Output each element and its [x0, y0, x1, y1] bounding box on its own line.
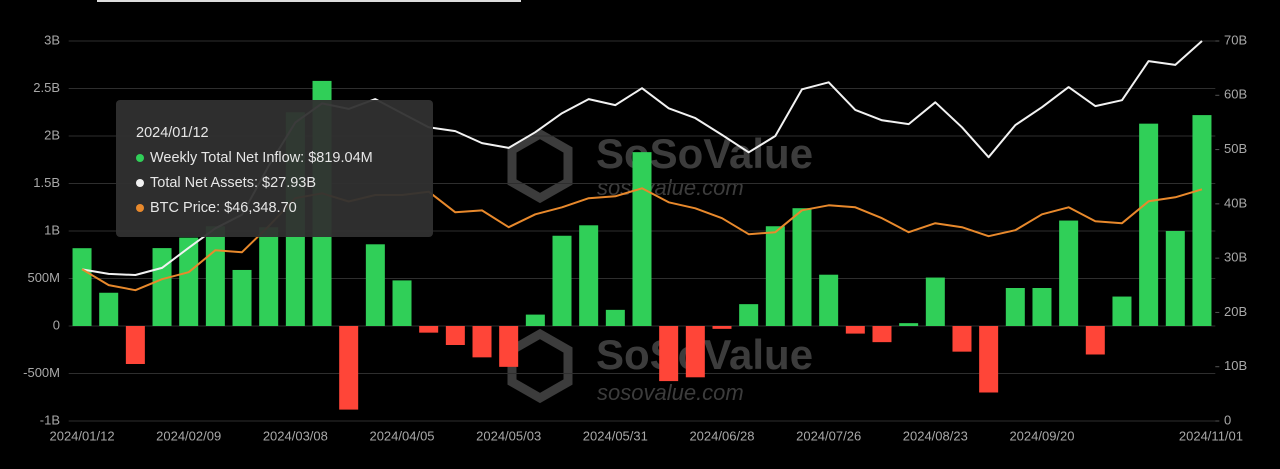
y-tick-label: 1B — [44, 222, 60, 237]
bar — [792, 208, 812, 326]
bar — [445, 326, 465, 345]
bar — [1112, 296, 1132, 326]
plot-area: -1B -500M 0 500M 1B 1.5B 2B 2.5B 3B 0 10B 20B 30B 40B… — [23, 32, 1247, 443]
y2-tick-label: 50B — [1224, 141, 1247, 156]
bar — [1005, 288, 1025, 326]
tooltip-date: 2024/01/12 — [136, 125, 209, 141]
bar — [125, 326, 145, 364]
bar — [765, 226, 785, 326]
x-tick-label: 2024/05/03 — [476, 428, 541, 443]
bar — [899, 323, 919, 326]
bar — [1139, 123, 1159, 327]
x-tick-label: 2024/09/20 — [1009, 428, 1074, 443]
y2-tick-label: 20B — [1224, 304, 1247, 319]
top-bar — [97, 0, 521, 2]
bar — [1032, 288, 1052, 326]
tooltip-box — [116, 100, 433, 237]
x-tick-label: 2024/05/31 — [583, 428, 648, 443]
bar — [632, 152, 652, 326]
watermark-site: sosovalue.com — [597, 380, 744, 405]
bar — [739, 304, 759, 326]
y-tick-label: 3B — [44, 32, 60, 47]
y2-tick-label: 60B — [1224, 87, 1247, 102]
y-tick-label: 1.5B — [33, 175, 60, 190]
y2-tick-label: 40B — [1224, 195, 1247, 210]
y2-tick-label: 30B — [1224, 250, 1247, 265]
x-tick-label: 2024/07/26 — [796, 428, 861, 443]
tooltip-dot — [136, 204, 144, 212]
y-tick-label: 2.5B — [33, 80, 60, 95]
tooltip-line: Total Net Assets: $27.93B — [150, 175, 316, 191]
bar — [819, 274, 839, 326]
bar — [952, 326, 972, 352]
bar — [472, 326, 492, 358]
bar — [1192, 115, 1212, 326]
x-tick-label: 2024/04/05 — [369, 428, 434, 443]
tooltip-line: BTC Price: $46,348.70 — [150, 200, 297, 216]
bar — [99, 292, 119, 326]
bar — [605, 309, 625, 326]
watermark-site: sosovalue.com — [597, 175, 744, 200]
tooltip-dot — [136, 154, 144, 162]
y-tick-label: 500M — [27, 270, 60, 285]
bar — [1059, 220, 1079, 326]
x-tick-label: 2024/06/28 — [689, 428, 754, 443]
bar — [152, 248, 172, 326]
bar — [365, 244, 385, 326]
y2-tick-label: 70B — [1224, 32, 1247, 47]
bar — [579, 225, 599, 326]
bar — [499, 326, 519, 367]
bar — [72, 248, 92, 326]
x-tick-label: 2024/08/23 — [903, 428, 968, 443]
bar — [552, 235, 572, 326]
bar — [845, 326, 865, 334]
bar — [979, 326, 999, 393]
y2-tick-label: 0 — [1224, 412, 1231, 427]
x-tick-label: 2024/11/01 — [1179, 428, 1243, 443]
bar — [339, 326, 359, 410]
bar — [872, 326, 892, 343]
bar — [392, 280, 412, 326]
y-tick-label: 2B — [44, 127, 60, 142]
bar — [659, 326, 679, 382]
y-tick-label: -1B — [40, 412, 60, 427]
y2-tick-label: 10B — [1224, 358, 1247, 373]
bar — [259, 227, 279, 326]
bar — [205, 226, 225, 326]
bar — [712, 326, 732, 329]
bar — [685, 326, 705, 378]
bar — [179, 237, 199, 326]
x-tick-label: 2024/02/09 — [156, 428, 221, 443]
bar — [419, 326, 439, 333]
y-tick-label: 0 — [53, 317, 60, 332]
y-tick-label: -500M — [23, 365, 60, 380]
x-tick-label: 2024/03/08 — [263, 428, 328, 443]
bar — [525, 314, 545, 326]
tooltip-dot — [136, 179, 144, 187]
bar — [232, 269, 252, 326]
tooltip-line: Weekly Total Net Inflow: $819.04M — [150, 150, 373, 166]
tooltip: 2024/01/12 Weekly Total Net Inflow: $819… — [116, 100, 433, 237]
bar — [1165, 231, 1185, 326]
bar — [925, 277, 945, 326]
watermark-brand: SoSoValue — [596, 130, 813, 177]
x-tick-label: 2024/01/12 — [49, 428, 114, 443]
bar — [1085, 326, 1105, 355]
